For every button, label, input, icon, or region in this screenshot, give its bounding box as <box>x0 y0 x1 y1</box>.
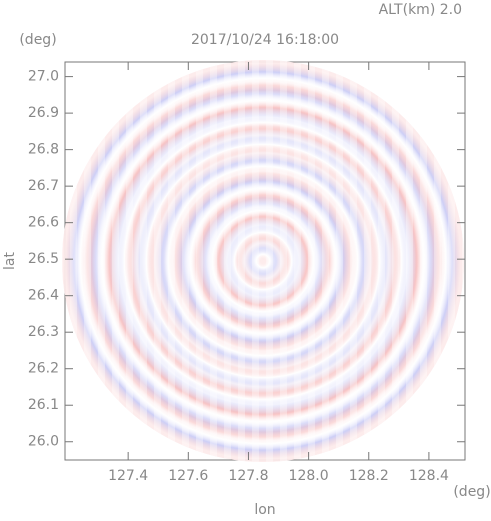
y-tick-label: 26.6 <box>28 215 59 231</box>
y-tick-label: 26.0 <box>28 434 59 450</box>
x-axis-label: lon <box>254 502 275 518</box>
y-tick-label: 26.2 <box>28 361 59 377</box>
y-tick-label: 26.9 <box>28 105 59 121</box>
radar-field-texture <box>62 60 464 462</box>
y-tick-label: 26.1 <box>28 397 59 413</box>
x-tick-label: 128.2 <box>349 468 389 484</box>
y-unit: (deg) <box>19 32 56 48</box>
x-tick-label: 128.0 <box>289 468 329 484</box>
chart-title: 2017/10/24 16:18:00 <box>191 32 339 48</box>
y-tick-label: 27.0 <box>28 69 59 85</box>
x-unit: (deg) <box>453 484 490 500</box>
y-tick-label: 26.4 <box>28 288 59 304</box>
x-tick-label: 128.4 <box>409 468 449 484</box>
x-tick-label: 127.4 <box>108 468 148 484</box>
y-axis-label: lat <box>2 252 18 270</box>
y-tick-label: 26.5 <box>28 251 59 267</box>
altitude-label: ALT(km) 2.0 <box>379 2 462 18</box>
x-tick-label: 127.8 <box>228 468 268 484</box>
x-tick-label: 127.6 <box>168 468 208 484</box>
y-tick-label: 26.3 <box>28 324 59 340</box>
y-tick-label: 26.7 <box>28 178 59 194</box>
y-tick-label: 26.8 <box>28 142 59 158</box>
